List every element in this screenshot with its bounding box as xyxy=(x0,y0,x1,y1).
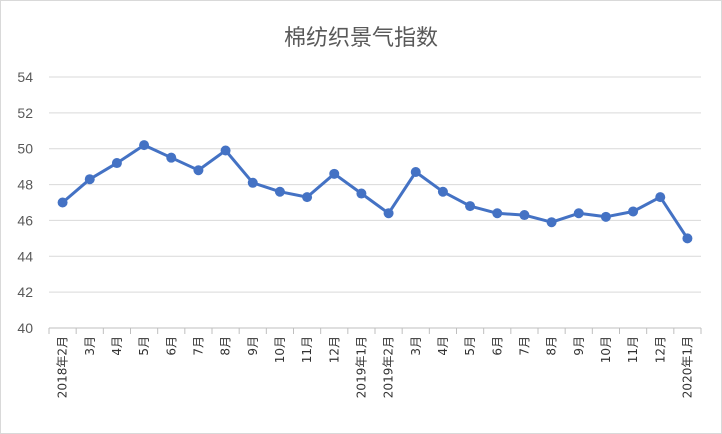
x-tick-label: 4月 xyxy=(110,336,124,356)
data-point xyxy=(302,192,313,203)
data-point xyxy=(546,217,557,228)
x-tick-label: 8月 xyxy=(545,336,559,356)
gridlines xyxy=(49,76,701,329)
x-tick-label: 5月 xyxy=(137,336,151,356)
series-layer xyxy=(57,140,693,244)
y-tick-label: 42 xyxy=(17,284,33,300)
data-point xyxy=(600,211,611,222)
data-point xyxy=(329,168,340,179)
data-point xyxy=(655,192,666,203)
data-point xyxy=(139,140,150,151)
x-axis-ticks: 2018年2月 3月 4月 5月 6月 7月 8月 9月 10月 11月 12月 2019年1月 201… xyxy=(48,328,702,398)
y-tick-label: 48 xyxy=(17,177,33,193)
data-point xyxy=(111,158,122,169)
data-point xyxy=(84,174,95,185)
y-axis-ticks: 40 42 44 46 48 50 52 54 xyxy=(17,69,33,336)
y-tick-label: 44 xyxy=(17,248,33,264)
x-tick-label: 10月 xyxy=(273,336,287,363)
data-point xyxy=(193,165,204,176)
data-point xyxy=(519,210,530,221)
data-point xyxy=(274,186,285,197)
data-point xyxy=(410,167,421,178)
chart-title: 棉纺织景气指数 xyxy=(284,26,438,51)
y-tick-label: 46 xyxy=(17,212,33,228)
x-tick-label: 11月 xyxy=(626,336,640,363)
x-tick-label: 7月 xyxy=(191,336,205,356)
y-tick-label: 40 xyxy=(17,320,33,336)
data-point xyxy=(437,186,448,197)
x-tick-label: 3月 xyxy=(409,336,423,356)
x-tick-label: 6月 xyxy=(490,336,504,356)
data-point xyxy=(220,145,231,156)
y-tick-label: 52 xyxy=(17,105,33,121)
x-tick-label: 6月 xyxy=(164,336,178,356)
x-tick-label: 4月 xyxy=(436,336,450,356)
x-tick-label: 2019年2月 xyxy=(382,336,396,398)
data-point xyxy=(356,188,367,199)
data-point xyxy=(573,208,584,219)
data-point xyxy=(383,208,394,219)
data-point xyxy=(247,177,258,188)
data-point xyxy=(628,206,639,217)
x-tick-label: 10月 xyxy=(599,336,613,363)
y-tick-label: 54 xyxy=(17,69,33,85)
x-tick-label: 5月 xyxy=(463,336,477,356)
x-tick-label: 7月 xyxy=(517,336,531,356)
x-tick-label: 2019年1月 xyxy=(354,336,368,398)
data-point xyxy=(57,197,68,208)
data-point xyxy=(682,233,693,244)
x-tick-label: 2020年1月 xyxy=(680,336,694,398)
data-point xyxy=(465,201,476,212)
x-tick-label: 12月 xyxy=(327,336,341,363)
x-tick-label: 12月 xyxy=(653,336,667,363)
y-tick-label: 50 xyxy=(17,141,33,157)
x-tick-label: 8月 xyxy=(219,336,233,356)
data-point xyxy=(492,208,503,219)
x-tick-label: 11月 xyxy=(300,336,314,363)
data-point xyxy=(166,152,177,163)
x-tick-label: 9月 xyxy=(246,336,260,356)
x-tick-label: 2018年2月 xyxy=(56,336,70,398)
x-tick-label: 9月 xyxy=(572,336,586,356)
x-tick-label: 3月 xyxy=(83,336,97,356)
series-line xyxy=(61,143,689,240)
